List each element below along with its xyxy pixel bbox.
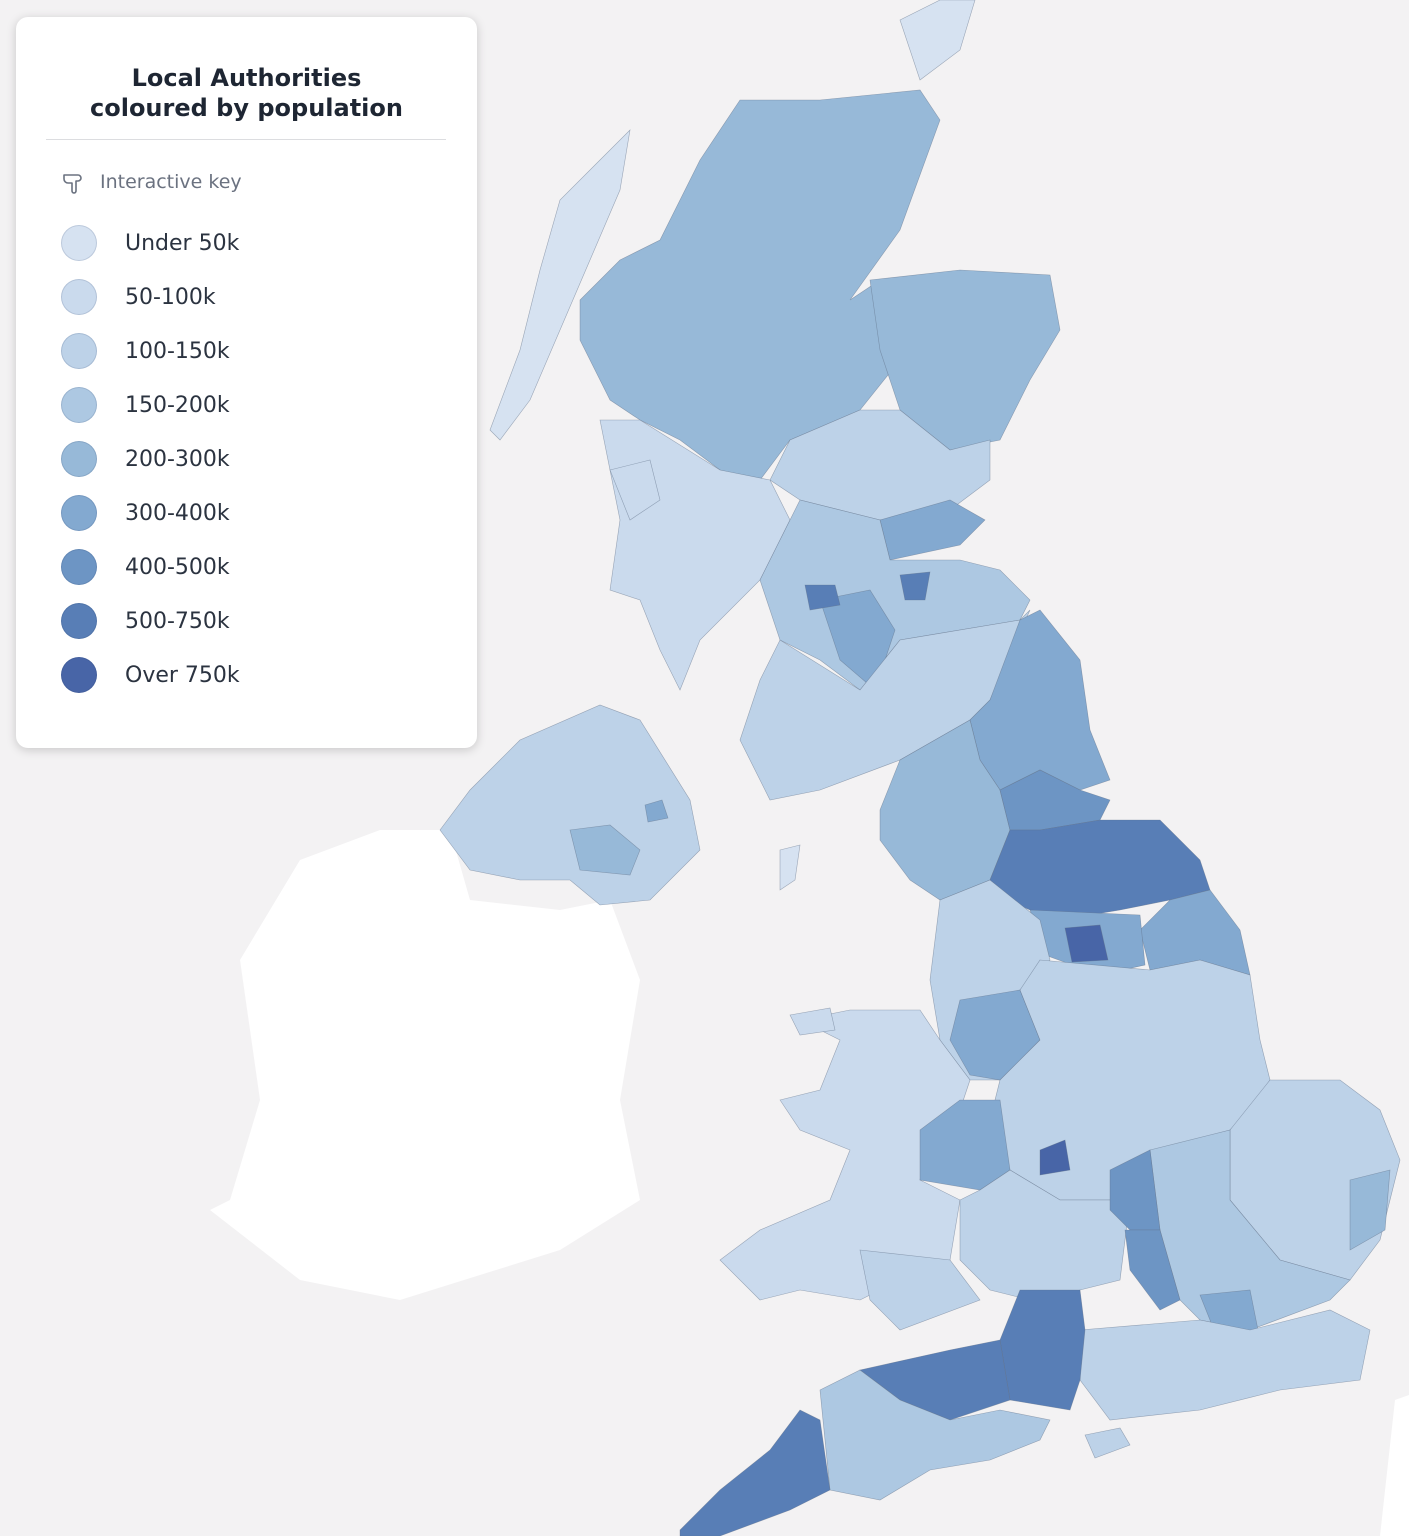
region — [739, 609, 1031, 801]
region — [1349, 1169, 1391, 1251]
region — [769, 409, 991, 521]
legend-swatch — [61, 657, 97, 693]
region — [1079, 1309, 1371, 1421]
legend-swatch — [61, 225, 97, 261]
legend-item[interactable]: 300-400k — [56, 492, 356, 536]
region — [859, 1249, 981, 1331]
legend-title: Local Authorities coloured by population — [16, 63, 477, 123]
legend-label: 400-500k — [125, 555, 230, 580]
region — [759, 499, 1031, 691]
region — [489, 129, 631, 441]
region — [869, 269, 1061, 451]
region — [609, 459, 661, 521]
region — [779, 844, 801, 891]
legend-label: 50-100k — [125, 285, 216, 310]
legend-item[interactable]: 500-750k — [56, 600, 356, 644]
legend-item[interactable]: 50-100k — [56, 276, 356, 320]
region — [679, 1409, 831, 1536]
legend-panel: Local Authorities coloured by population… — [16, 17, 477, 748]
legend-item[interactable]: 150-200k — [56, 384, 356, 428]
region — [1064, 924, 1109, 963]
legend-swatch — [61, 279, 97, 315]
region — [899, 571, 931, 601]
legend-label: 200-300k — [125, 447, 230, 472]
region — [819, 1369, 1051, 1501]
legend-item[interactable]: 100-150k — [56, 330, 356, 374]
legend-item[interactable]: Under 50k — [56, 222, 356, 266]
legend-swatch — [61, 603, 97, 639]
legend-label: 500-750k — [125, 609, 230, 634]
legend-label: 300-400k — [125, 501, 230, 526]
region — [899, 0, 976, 81]
legend-item[interactable]: 200-300k — [56, 438, 356, 482]
legend-swatch — [61, 549, 97, 585]
legend-swatch — [61, 441, 97, 477]
legend-item[interactable]: Over 750k — [56, 654, 356, 698]
legend-label: 150-200k — [125, 393, 230, 418]
legend-hint: Interactive key — [100, 171, 242, 193]
title-line: Local Authorities — [131, 64, 362, 92]
legend-label: Over 750k — [125, 663, 240, 688]
hand-icon — [63, 174, 82, 194]
region — [804, 584, 841, 611]
region — [999, 1289, 1086, 1411]
region — [1124, 1229, 1181, 1311]
ireland — [210, 830, 640, 1300]
legend-swatch — [61, 495, 97, 531]
legend-item[interactable]: 400-500k — [56, 546, 356, 590]
legend-swatch — [61, 387, 97, 423]
france-coast — [1380, 1395, 1409, 1536]
legend-label: Under 50k — [125, 231, 240, 256]
region — [1039, 1139, 1071, 1176]
region — [789, 1007, 836, 1036]
legend-swatch — [61, 333, 97, 369]
divider — [46, 139, 446, 140]
legend-label: 100-150k — [125, 339, 230, 364]
region — [1084, 1427, 1131, 1459]
title-line: coloured by population — [90, 94, 403, 122]
region — [569, 824, 641, 876]
region — [644, 799, 669, 823]
